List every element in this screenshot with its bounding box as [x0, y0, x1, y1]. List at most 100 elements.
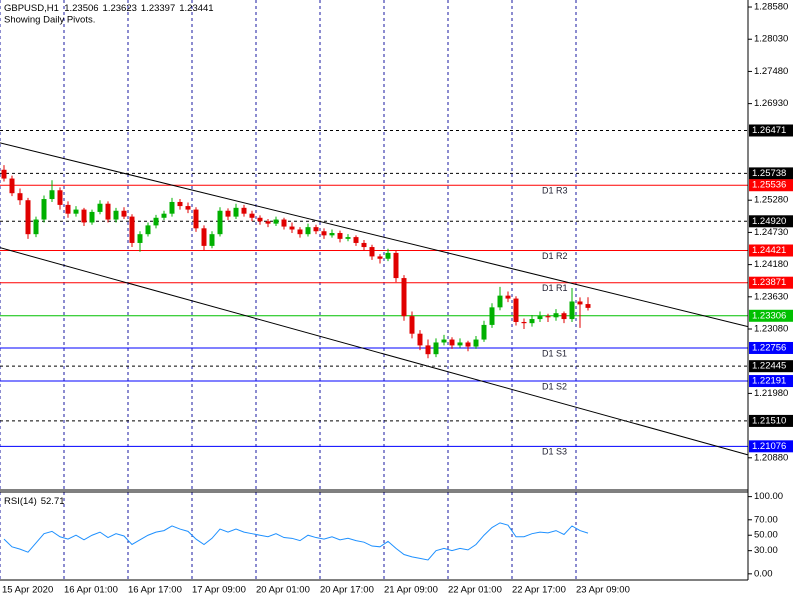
- candle-body: [65, 204, 71, 214]
- symbol: GBPUSD,H1: [4, 3, 59, 14]
- candle-body: [273, 219, 279, 224]
- high: 1.23623: [103, 3, 137, 14]
- y-tick-label: 1.20880: [754, 452, 788, 463]
- candle-body: [409, 316, 415, 334]
- level-label: 1.21510: [752, 415, 786, 426]
- candle-body: [505, 295, 511, 299]
- candle-body: [457, 342, 463, 346]
- candle-body: [25, 200, 31, 235]
- level-label: 1.24421: [752, 245, 786, 256]
- candle-body: [577, 301, 583, 305]
- candle-body: [369, 247, 375, 257]
- level-label-box: [749, 440, 793, 453]
- level-label: 1.23306: [752, 310, 786, 321]
- candle-body: [297, 229, 303, 235]
- candle-body: [49, 190, 55, 200]
- y-tick-label: 1.26930: [754, 98, 788, 109]
- level-label-box: [749, 341, 793, 354]
- candle-body: [537, 316, 543, 320]
- rsi-line: [3, 522, 589, 561]
- candle-body: [289, 226, 295, 230]
- x-tick-label: 20 Apr 01:00: [256, 585, 310, 596]
- x-tick-label: 22 Apr 01:00: [448, 585, 502, 596]
- candle-body: [337, 232, 343, 239]
- candle-body: [561, 313, 567, 320]
- level-label-box: [749, 215, 793, 228]
- candle-body: [473, 339, 479, 347]
- candle-body: [481, 324, 487, 340]
- level-label: 1.24920: [752, 216, 786, 227]
- level-label: 1.25738: [752, 168, 786, 179]
- candle-body: [529, 319, 535, 324]
- y-tick-label: 1.24180: [754, 259, 788, 270]
- level-label-box: [749, 276, 793, 289]
- level-label-box: [749, 179, 793, 192]
- level-label-box: [749, 309, 793, 322]
- rsi-value: 52.71: [41, 496, 65, 507]
- level-label-box: [749, 124, 793, 137]
- level-label-box: [749, 375, 793, 388]
- open: 1.23506: [64, 3, 98, 14]
- rsi-name: RSI(14): [4, 496, 37, 507]
- candle-body: [521, 321, 527, 324]
- y-tick-label: 30.00: [754, 545, 778, 556]
- candle-body: [361, 242, 367, 248]
- candle-body: [41, 199, 47, 220]
- candle-body: [569, 301, 575, 320]
- y-tick-label: 70.00: [754, 514, 778, 525]
- level-label-box: [749, 244, 793, 257]
- pivot-label: D1 R1: [542, 283, 568, 293]
- candle-body: [185, 206, 191, 210]
- level-label: 1.21076: [752, 441, 786, 452]
- candle-body: [345, 237, 351, 239]
- candle-body: [257, 217, 263, 222]
- candle-body: [441, 339, 447, 343]
- candle-body: [265, 221, 271, 224]
- pivot-label: D1 R3: [542, 186, 568, 196]
- level-label-box: [749, 360, 793, 373]
- candle-body: [433, 342, 439, 355]
- level-label: 1.22445: [752, 361, 786, 372]
- channel-line: [0, 142, 749, 328]
- x-tick-label: 16 Apr 17:00: [128, 585, 182, 596]
- candle-body: [161, 213, 167, 218]
- candle-body: [321, 231, 327, 236]
- candle-body: [585, 304, 591, 308]
- candle-body: [497, 295, 503, 308]
- x-tick-label: 17 Apr 09:00: [192, 585, 246, 596]
- candle-body: [57, 190, 63, 205]
- candle-body: [281, 219, 287, 227]
- subtitle: Showing Daily Pivots.: [4, 15, 95, 26]
- candle-body: [217, 210, 223, 235]
- candle-body: [193, 209, 199, 229]
- candle-body: [209, 234, 215, 246]
- candle-body: [513, 298, 519, 322]
- low: 1.23397: [141, 3, 175, 14]
- level-label: 1.25536: [752, 180, 786, 191]
- candle-body: [385, 252, 391, 259]
- candle-body: [121, 210, 127, 217]
- y-tick-label: 1.25280: [754, 195, 788, 206]
- candle-body: [129, 216, 135, 243]
- candle-body: [377, 256, 383, 259]
- candle-body: [553, 313, 559, 318]
- candle-body: [233, 207, 239, 217]
- candle-body: [449, 339, 455, 346]
- x-tick-label: 15 Apr 2020: [2, 585, 53, 596]
- y-tick-label: 0.00: [754, 568, 773, 579]
- candle-body: [81, 209, 87, 223]
- level-label: 1.26471: [752, 125, 786, 136]
- x-tick-label: 20 Apr 17:00: [320, 585, 374, 596]
- level-label: 1.23871: [752, 277, 786, 288]
- level-label-box: [749, 167, 793, 180]
- y-tick-label: 1.24730: [754, 227, 788, 238]
- y-tick-label: 1.21980: [754, 388, 788, 399]
- rsi-label: RSI(14) 52.71: [4, 496, 65, 507]
- candle-body: [97, 203, 103, 212]
- candle-body: [73, 209, 79, 214]
- y-tick-label: 1.23080: [754, 324, 788, 335]
- candle-body: [169, 201, 175, 214]
